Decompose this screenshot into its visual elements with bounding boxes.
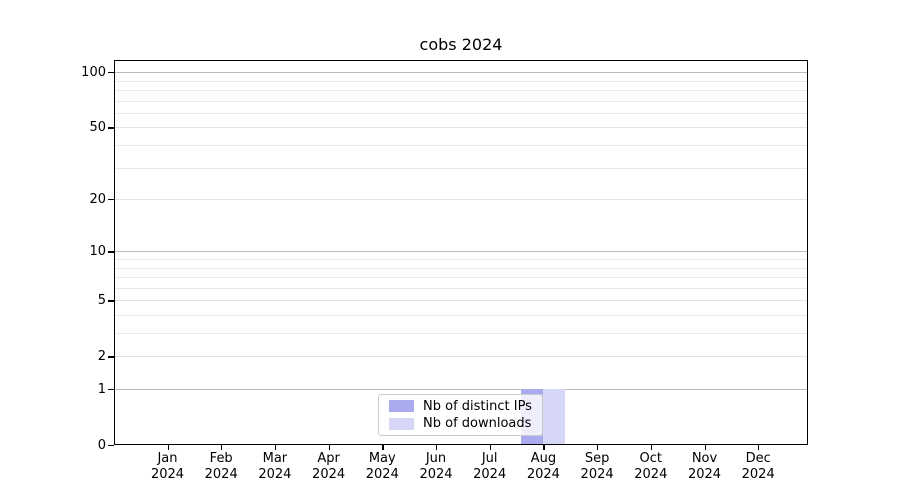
x-tick-label: Apr 2024	[312, 451, 346, 482]
legend-item-distinct-ips: Nb of distinct IPs	[389, 400, 542, 413]
bar-nb-of-downloads	[543, 389, 566, 445]
x-tick-label: Nov 2024	[687, 451, 722, 482]
y-major-gridline	[114, 199, 808, 201]
x-tick	[597, 445, 599, 450]
x-tick	[436, 445, 438, 450]
y-tick	[108, 199, 114, 201]
y-minor-gridline	[114, 259, 808, 260]
x-tick	[704, 445, 706, 450]
x-tick	[221, 445, 223, 450]
y-major-gridline	[114, 127, 808, 129]
legend-label-downloads: Nb of downloads	[423, 416, 532, 432]
y-tick	[108, 356, 114, 358]
x-tick-label: Mar 2024	[258, 451, 292, 482]
x-tick-label: Jun 2024	[419, 451, 453, 482]
y-tick-label: 10	[89, 243, 106, 259]
y-minor-gridline	[114, 167, 808, 169]
x-tick	[543, 445, 545, 450]
x-tick-label: Jan 2024	[150, 451, 185, 482]
y-tick	[108, 445, 114, 447]
legend-swatch-downloads	[389, 417, 414, 430]
y-minor-gridline	[114, 100, 808, 102]
y-minor-gridline	[114, 287, 808, 289]
x-tick	[167, 445, 169, 450]
y-major-gridline	[114, 251, 808, 253]
y-major-gridline	[114, 356, 808, 358]
x-tick	[489, 445, 491, 450]
y-minor-gridline	[114, 277, 808, 278]
y-minor-gridline	[114, 112, 808, 114]
x-tick-label: Dec 2024	[741, 451, 775, 482]
y-tick	[108, 389, 114, 391]
y-minor-gridline	[114, 267, 808, 269]
y-tick-label: 5	[97, 292, 106, 308]
legend-swatch-distinct-ips	[389, 400, 414, 413]
x-tick-label: Sep 2024	[580, 451, 614, 482]
y-minor-gridline	[114, 333, 808, 334]
y-tick-label: 100	[81, 64, 106, 80]
x-tick-label: Jul 2024	[473, 451, 507, 482]
y-tick-label: 2	[97, 348, 106, 364]
y-major-gridline	[114, 72, 808, 74]
legend: Nb of distinct IPs Nb of downloads	[378, 394, 543, 436]
x-tick	[382, 445, 384, 450]
y-tick	[108, 251, 114, 253]
y-minor-gridline	[114, 80, 808, 82]
y-minor-gridline	[114, 145, 808, 146]
y-tick	[108, 72, 114, 74]
x-tick-label: Oct 2024	[634, 451, 668, 482]
legend-label-distinct-ips: Nb of distinct IPs	[423, 398, 532, 414]
y-tick-label: 20	[89, 191, 106, 207]
x-tick-label: Feb 2024	[204, 451, 238, 482]
x-tick	[274, 445, 277, 450]
x-tick-label: May 2024	[365, 451, 399, 482]
plot-area	[114, 60, 808, 445]
y-tick-label: 0	[97, 437, 106, 453]
x-tick-label: Aug 2024	[526, 451, 560, 482]
legend-item-downloads: Nb of downloads	[389, 417, 542, 430]
y-major-gridline	[114, 300, 808, 302]
y-minor-gridline	[114, 315, 808, 316]
chart-title: cobs 2024	[419, 35, 503, 54]
y-minor-gridline	[114, 90, 808, 91]
y-tick-label: 1	[97, 381, 106, 397]
y-tick-label: 50	[89, 119, 106, 135]
y-tick	[108, 127, 114, 129]
x-tick	[758, 445, 760, 450]
x-tick	[650, 445, 653, 450]
y-tick	[108, 300, 114, 302]
x-tick	[328, 445, 330, 450]
y-major-gridline	[114, 389, 808, 390]
